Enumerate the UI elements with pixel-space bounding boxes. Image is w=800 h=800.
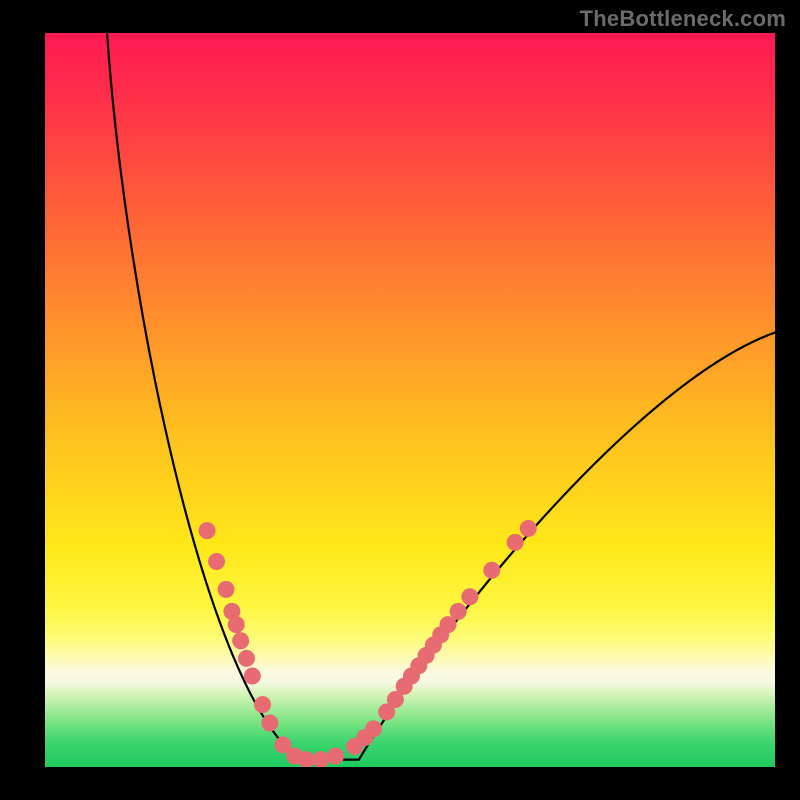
data-marker (483, 562, 500, 579)
data-marker (208, 553, 225, 570)
data-marker (461, 588, 478, 605)
watermark-text: TheBottleneck.com (580, 6, 786, 32)
data-marker (244, 667, 261, 684)
data-marker (261, 714, 278, 731)
bottleneck-chart (45, 33, 775, 767)
data-marker (365, 720, 382, 737)
data-marker (232, 632, 249, 649)
data-marker (199, 522, 216, 539)
data-marker (327, 747, 344, 764)
data-marker (507, 534, 524, 551)
data-marker (254, 696, 271, 713)
data-marker (218, 581, 235, 598)
data-marker (450, 603, 467, 620)
chart-stage: TheBottleneck.com (0, 0, 800, 800)
data-marker (238, 650, 255, 667)
data-marker (520, 520, 537, 537)
data-marker (228, 616, 245, 633)
